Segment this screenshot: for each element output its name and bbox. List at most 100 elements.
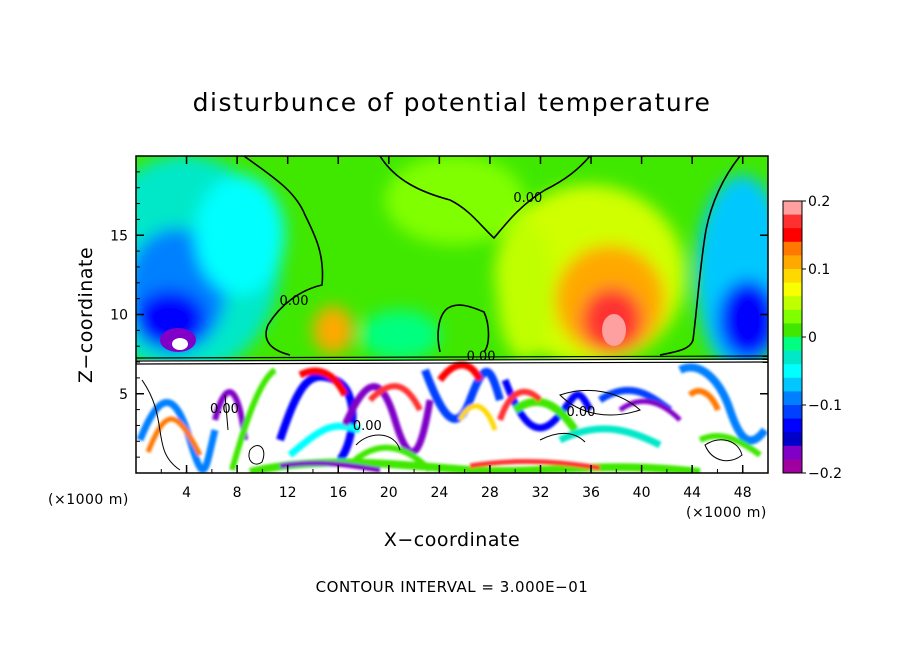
colorbar-segment	[783, 255, 802, 270]
x-unit-right: (×1000 m)	[686, 505, 767, 521]
x-tick-label: 12	[279, 485, 297, 501]
colorbar-segment	[783, 323, 802, 338]
interface-line-3	[136, 361, 768, 365]
chart-title: disturbunce of potential temperature	[193, 88, 712, 117]
band-right-loop-red	[687, 388, 721, 412]
colorbar-tick-label: 0.1	[808, 262, 830, 278]
lower-field-black-contours	[141, 379, 743, 471]
colorbar-segment	[783, 337, 802, 352]
colorbar-segment	[783, 241, 802, 256]
y-tick-label: 15	[110, 228, 128, 244]
contour-label: 0.00	[210, 402, 239, 417]
contour-label-layer: 0.00 0.00 0.00 0.00 0.00 0.00	[210, 191, 595, 434]
band-mid-red-1	[298, 367, 349, 397]
lower-contour-1	[141, 379, 181, 471]
x-axis: 4 8 12 16 20 24 28 32 36 40 44 48	[160, 156, 752, 501]
colorbar-segment	[783, 228, 802, 243]
band-left-green	[229, 367, 277, 471]
x-tick-label: 32	[532, 485, 550, 501]
x-tick-label: 16	[329, 485, 347, 501]
colorbar-segment	[783, 309, 802, 324]
x-tick-label: 36	[582, 485, 600, 501]
central-warm-strip	[497, 220, 553, 360]
x-tick-label: 8	[233, 485, 242, 501]
lower-contour-5	[355, 434, 401, 451]
contour-interval-footer: CONTOUR INTERVAL = 3.000E−01	[316, 578, 589, 596]
colorbar-tick-label: 0	[808, 330, 817, 346]
plot-area: 0.00 0.00 0.00 0.00 0.00 0.00	[136, 156, 768, 473]
y-axis-title: Z−coordinate	[75, 247, 97, 383]
zero-contour-top	[379, 156, 591, 240]
zero-contour-right	[659, 156, 741, 356]
zero-contour-left	[243, 156, 324, 356]
band-right-loop-blue	[678, 363, 768, 445]
x-unit-left: (×1000 m)	[48, 492, 129, 508]
colorbar-segment	[783, 214, 802, 229]
band-left-orange	[145, 416, 203, 457]
zero-contour-center-loop	[437, 304, 490, 353]
colorbar-segment	[783, 459, 802, 474]
lower-field-turbulence	[136, 361, 768, 473]
band-right-red	[497, 388, 543, 421]
colorbar-segment	[783, 282, 802, 297]
colorbar: 0.2 0.1 0 −0.1 −0.2	[782, 194, 842, 482]
y-axis: 5 10 15	[110, 171, 768, 458]
central-green-top	[385, 156, 525, 245]
x-tick-label: 44	[683, 485, 701, 501]
colorbar-segment	[783, 296, 802, 311]
small-warm-left	[313, 306, 353, 354]
lower-contour-4	[704, 439, 743, 462]
interface-line-1	[136, 355, 768, 359]
interface-line-2	[136, 358, 768, 362]
band-mid-red-2	[367, 383, 423, 412]
interface-lines	[136, 355, 768, 365]
band-right-purple	[618, 398, 682, 422]
band-right-loop-green	[698, 433, 762, 458]
lower-contour-6	[539, 433, 586, 443]
x-tick-label: 28	[481, 485, 499, 501]
band-bottom-purple	[279, 460, 381, 473]
central-cool-bottom	[360, 310, 440, 360]
lower-contour-2	[248, 445, 265, 465]
band-mid-yellow	[457, 403, 498, 431]
warm-pink-core	[602, 314, 626, 346]
colorbar-segment	[783, 201, 802, 216]
colorbar-segment	[783, 364, 802, 379]
colorbar-tick-label: −0.1	[808, 398, 842, 414]
colorbar-tick-label: 0.2	[808, 194, 830, 210]
x-tick-label: 24	[430, 485, 448, 501]
colorbar-segment	[783, 418, 802, 433]
band-mid-purple	[341, 383, 434, 456]
right-cold-core	[718, 280, 768, 360]
colorbar-segment	[783, 445, 802, 460]
band-bottom-red	[469, 459, 601, 471]
upper-field-blobs	[136, 156, 768, 375]
x-tick-label: 20	[380, 485, 398, 501]
band-mid-red-3	[437, 361, 484, 383]
lower-contour-3	[559, 389, 641, 416]
left-white-dot	[172, 338, 188, 350]
x-tick-label: 48	[734, 485, 752, 501]
left-cyan-wing	[195, 175, 285, 295]
lower-contour-7	[224, 394, 229, 431]
upper-zero-contours	[243, 156, 741, 356]
upper-field-highlights	[160, 314, 626, 352]
y-tick-label: 5	[119, 387, 128, 403]
band-right-green	[512, 397, 579, 433]
contour-label: 0.00	[566, 405, 595, 420]
band-left-purple	[212, 389, 248, 441]
contour-label: 0.00	[467, 349, 496, 364]
x-tick-label: 4	[182, 485, 191, 501]
colorbar-segment	[783, 432, 802, 447]
contour-label: 0.00	[353, 419, 382, 434]
colorbar-segment	[783, 405, 802, 420]
contour-label: 0.00	[280, 294, 309, 309]
x-tick-label: 40	[633, 485, 651, 501]
colorbar-segment	[783, 269, 802, 284]
y-tick-label: 10	[110, 308, 128, 324]
contour-label: 0.00	[513, 191, 542, 206]
band-mid-blue-2	[421, 367, 504, 423]
x-axis-title: X−coordinate	[384, 529, 520, 551]
colorbar-segment	[783, 350, 802, 365]
